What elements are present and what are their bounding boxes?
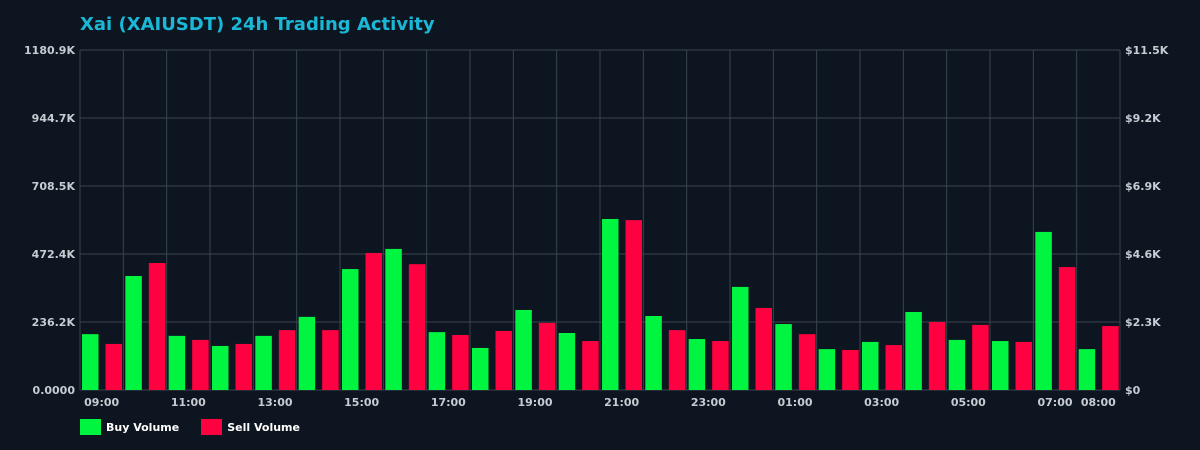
sell-volume-bar	[1015, 341, 1032, 390]
sell-volume-bar	[582, 341, 599, 390]
x-tick-label: 17:00	[431, 396, 466, 409]
sell-swatch-icon	[201, 419, 223, 435]
buy-volume-bar	[428, 332, 446, 390]
buy-volume-bar	[515, 309, 532, 390]
sell-volume-bar	[798, 334, 816, 390]
sell-volume-bar	[842, 349, 859, 390]
sell-volume-bar	[712, 341, 729, 390]
sell-volume-bar	[452, 335, 469, 390]
legend: Buy Volume Sell Volume	[80, 419, 300, 435]
buy-volume-bar	[992, 341, 1009, 390]
buy-volume-bar	[862, 341, 879, 390]
sell-volume-bar	[322, 330, 339, 390]
buy-volume-bar	[212, 345, 229, 390]
buy-volume-bar	[818, 349, 836, 390]
sell-volume-bar	[928, 322, 946, 390]
sell-volume-bar	[885, 345, 902, 390]
buy-volume-bar	[645, 316, 662, 390]
buy-volume-bar	[1035, 231, 1052, 390]
buy-volume-bar	[688, 339, 706, 390]
buy-volume-bar	[342, 269, 359, 390]
sell-volume-bar	[495, 330, 512, 390]
y2-tick-label: $9.2K	[1125, 112, 1161, 125]
sell-volume-bar	[755, 307, 772, 390]
x-tick-label: 01:00	[777, 396, 812, 409]
x-tick-label: 23:00	[691, 396, 726, 409]
buy-volume-bar	[255, 335, 272, 390]
buy-volume-bar	[472, 347, 489, 390]
sell-volume-bar	[538, 322, 556, 390]
sell-volume-bar	[148, 263, 166, 390]
y-tick-label: 708.5K	[32, 180, 76, 193]
legend-label-buy: Buy Volume	[106, 420, 180, 434]
buy-volume-bar	[125, 275, 142, 390]
x-tick-label: 08:00	[1081, 396, 1116, 409]
buy-volume-bar	[168, 335, 186, 390]
y-tick-label: 0.0000	[33, 384, 76, 397]
x-tick-label: 05:00	[951, 396, 986, 409]
buy-volume-bar	[1078, 349, 1096, 390]
y2-tick-label: $2.3K	[1125, 316, 1161, 329]
buy-volume-bar	[558, 332, 576, 390]
x-tick-label: 15:00	[344, 396, 379, 409]
buy-volume-bar	[775, 324, 792, 390]
x-tick-label: 03:00	[864, 396, 899, 409]
legend-item-buy: Buy Volume	[80, 419, 179, 435]
x-tick-label: 21:00	[604, 396, 639, 409]
buy-volume-bar	[732, 286, 749, 390]
sell-volume-bar	[192, 339, 209, 390]
y-tick-label: 472.4K	[32, 248, 76, 261]
sell-volume-bar	[972, 324, 989, 390]
x-tick-label: 09:00	[84, 396, 119, 409]
buy-volume-bar	[385, 248, 402, 390]
y2-tick-label: $4.6K	[1125, 248, 1161, 261]
sell-volume-bar	[408, 264, 426, 390]
x-tick-label: 19:00	[517, 396, 552, 409]
chart-title: Xai (XAIUSDT) 24h Trading Activity	[80, 14, 435, 35]
y2-tick-label: $0	[1125, 384, 1141, 397]
y-tick-label: 236.2K	[32, 316, 76, 329]
x-tick-label: 13:00	[257, 396, 292, 409]
legend-label-sell: Sell Volume	[227, 420, 300, 434]
sell-volume-bar	[625, 220, 642, 390]
sell-volume-bar	[668, 330, 686, 390]
y-tick-label: 1180.9K	[24, 44, 75, 57]
sell-volume-bar	[278, 330, 296, 390]
sell-volume-bar	[1058, 267, 1076, 390]
sell-volume-bar	[105, 343, 122, 390]
x-tick-label: 11:00	[171, 396, 206, 409]
buy-volume-bar	[298, 316, 316, 390]
x-tick-label: 07:00	[1037, 396, 1072, 409]
buy-volume-bar	[948, 339, 966, 390]
buy-swatch-icon	[80, 419, 101, 435]
y2-tick-label: $11.5K	[1125, 44, 1169, 57]
y-tick-label: 944.7K	[32, 112, 76, 125]
buy-volume-bar	[602, 218, 619, 390]
buy-volume-bar	[82, 334, 99, 390]
sell-volume-bar	[365, 252, 382, 390]
sell-volume-bar	[1102, 326, 1119, 390]
sell-volume-bar	[235, 343, 252, 390]
legend-item-sell: Sell Volume	[201, 419, 300, 435]
y2-tick-label: $6.9K	[1125, 180, 1161, 193]
buy-volume-bar	[905, 311, 922, 390]
